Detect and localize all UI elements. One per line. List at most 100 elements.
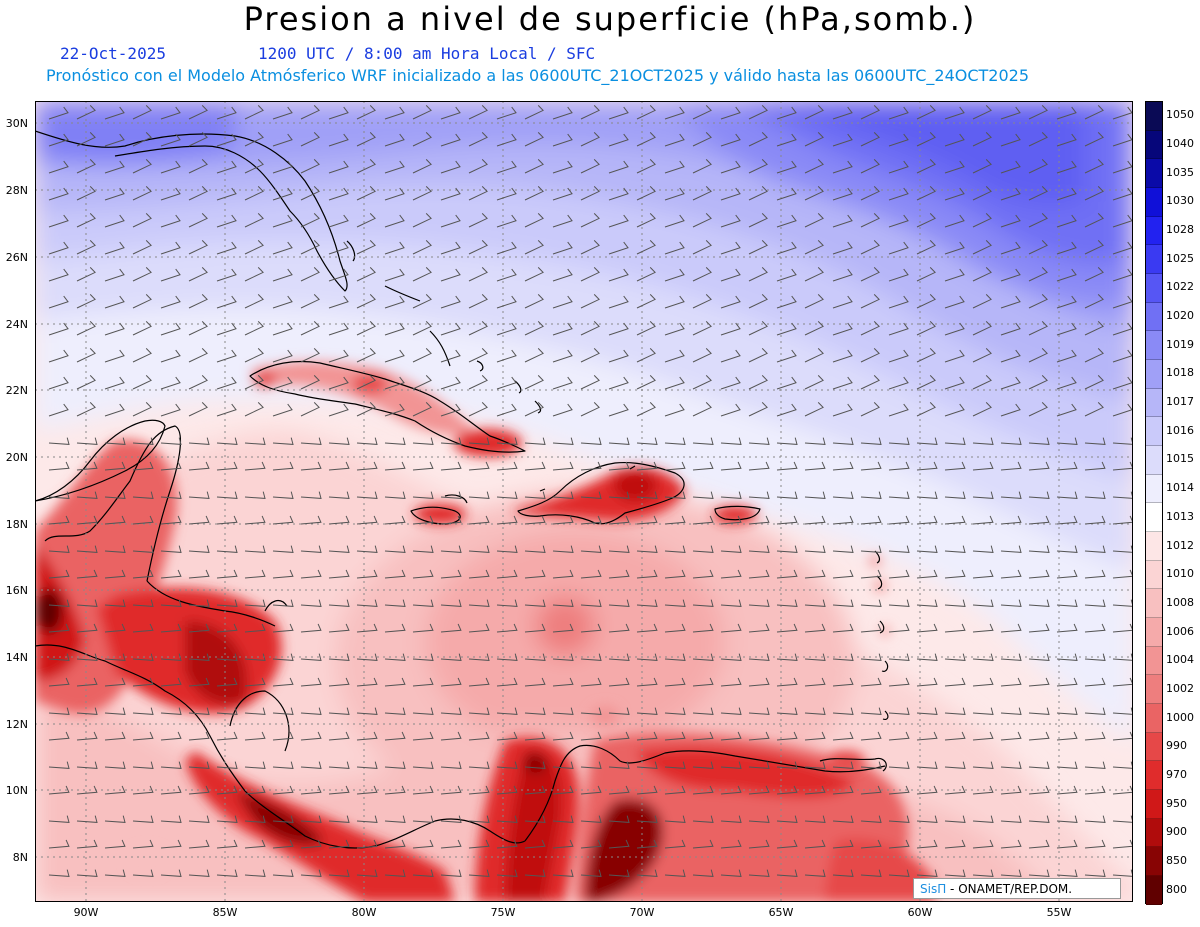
wind-barb xyxy=(244,515,266,525)
wind-barb xyxy=(48,461,70,471)
wind-barb xyxy=(720,214,741,228)
wind-barb xyxy=(636,132,656,147)
wind-barb xyxy=(412,375,432,390)
wind-barb xyxy=(720,653,742,661)
wind-barb xyxy=(524,375,544,390)
wind-barb xyxy=(832,187,853,201)
wind-barb xyxy=(356,677,378,687)
wind-barb xyxy=(972,267,992,282)
wind-barb xyxy=(328,623,350,633)
wind-barb xyxy=(328,569,350,579)
wind-barb xyxy=(888,545,910,553)
wind-barb xyxy=(1000,322,1021,336)
wind-barb xyxy=(468,321,488,336)
colorbar-label: 990 xyxy=(1166,739,1187,753)
wind-barb xyxy=(636,461,658,471)
wind-barb xyxy=(1000,187,1021,201)
wind-barb xyxy=(216,241,237,255)
wind-barb xyxy=(1056,653,1078,661)
wind-barb xyxy=(216,761,238,769)
wind-barb xyxy=(76,599,98,607)
wind-barb xyxy=(944,268,965,282)
colorbar-label: 800 xyxy=(1166,882,1187,896)
wind-barb xyxy=(972,869,994,877)
wind-barb xyxy=(188,815,210,823)
wind-barb xyxy=(636,707,658,715)
wind-barb xyxy=(1056,322,1077,336)
wind-barb xyxy=(580,437,602,445)
wind-barb xyxy=(440,515,462,525)
wind-barb xyxy=(944,133,965,147)
wind-barb xyxy=(580,707,602,715)
wind-barb xyxy=(244,461,266,471)
wind-barb xyxy=(48,731,70,741)
wind-barb xyxy=(104,461,126,471)
wind-barb xyxy=(272,268,293,282)
wind-barb xyxy=(244,569,266,579)
wind-barb xyxy=(440,839,462,849)
wind-barb xyxy=(748,839,770,849)
lon-label-65w: 65W xyxy=(768,906,794,919)
colorbar-cell xyxy=(1146,474,1162,504)
wind-barb xyxy=(244,132,264,147)
wind-barb xyxy=(104,349,125,363)
wind-barb xyxy=(216,677,238,687)
wind-barb xyxy=(832,707,854,715)
model-run-info: Pronóstico con el Modelo Atmósferico WRF… xyxy=(46,66,1030,85)
wind-barb xyxy=(1028,375,1048,390)
wind-barb xyxy=(132,461,154,471)
wind-barb xyxy=(160,187,181,201)
wind-barb xyxy=(76,321,96,336)
wind-barb xyxy=(328,376,349,390)
wind-barb xyxy=(76,491,98,499)
wind-barb xyxy=(972,653,994,661)
wind-barb xyxy=(132,599,154,607)
wind-barb xyxy=(692,815,714,823)
wind-barb xyxy=(832,160,853,174)
wind-barb xyxy=(664,403,685,417)
wind-barb xyxy=(468,267,488,282)
wind-barb xyxy=(720,599,742,607)
wind-barb xyxy=(524,186,544,201)
wind-barb xyxy=(188,599,210,607)
wind-barb xyxy=(552,160,573,174)
wind-barb xyxy=(412,461,434,471)
wind-barb xyxy=(944,241,965,255)
wind-barb xyxy=(104,322,125,336)
wind-barb xyxy=(48,437,70,445)
wind-barb xyxy=(244,402,264,417)
wind-barb xyxy=(804,677,826,687)
wind-barb xyxy=(664,569,686,579)
wind-barb xyxy=(1028,785,1050,795)
wind-barb xyxy=(748,159,768,174)
wind-barb xyxy=(524,707,546,715)
wind-barb xyxy=(972,132,992,147)
wind-barb xyxy=(916,213,936,228)
wind-barb xyxy=(328,106,349,120)
colorbar-label: 950 xyxy=(1166,796,1187,810)
wind-barb xyxy=(916,267,936,282)
wind-barb xyxy=(496,545,518,553)
colorbar-label: 1050 xyxy=(1166,108,1194,122)
wind-barb xyxy=(888,731,910,741)
wind-barb xyxy=(1028,515,1050,525)
wind-barb xyxy=(300,569,322,579)
wind-barb xyxy=(104,815,126,823)
colorbar-label: 1010 xyxy=(1166,567,1194,581)
wind-barb xyxy=(552,133,573,147)
wind-barb xyxy=(720,869,742,877)
wind-barb xyxy=(328,295,349,309)
wind-barb xyxy=(76,707,98,715)
wind-barb xyxy=(748,707,770,715)
wind-barb xyxy=(944,187,965,201)
wind-barb xyxy=(832,731,854,741)
wind-barb xyxy=(944,106,965,120)
wind-barb xyxy=(272,461,294,471)
wind-barb xyxy=(160,599,182,607)
wind-barb xyxy=(440,160,461,174)
wind-barb xyxy=(104,187,125,201)
wind-barb xyxy=(720,677,742,687)
wind-barb xyxy=(804,515,826,525)
wind-barb xyxy=(1056,133,1077,147)
wind-barb xyxy=(552,106,573,120)
